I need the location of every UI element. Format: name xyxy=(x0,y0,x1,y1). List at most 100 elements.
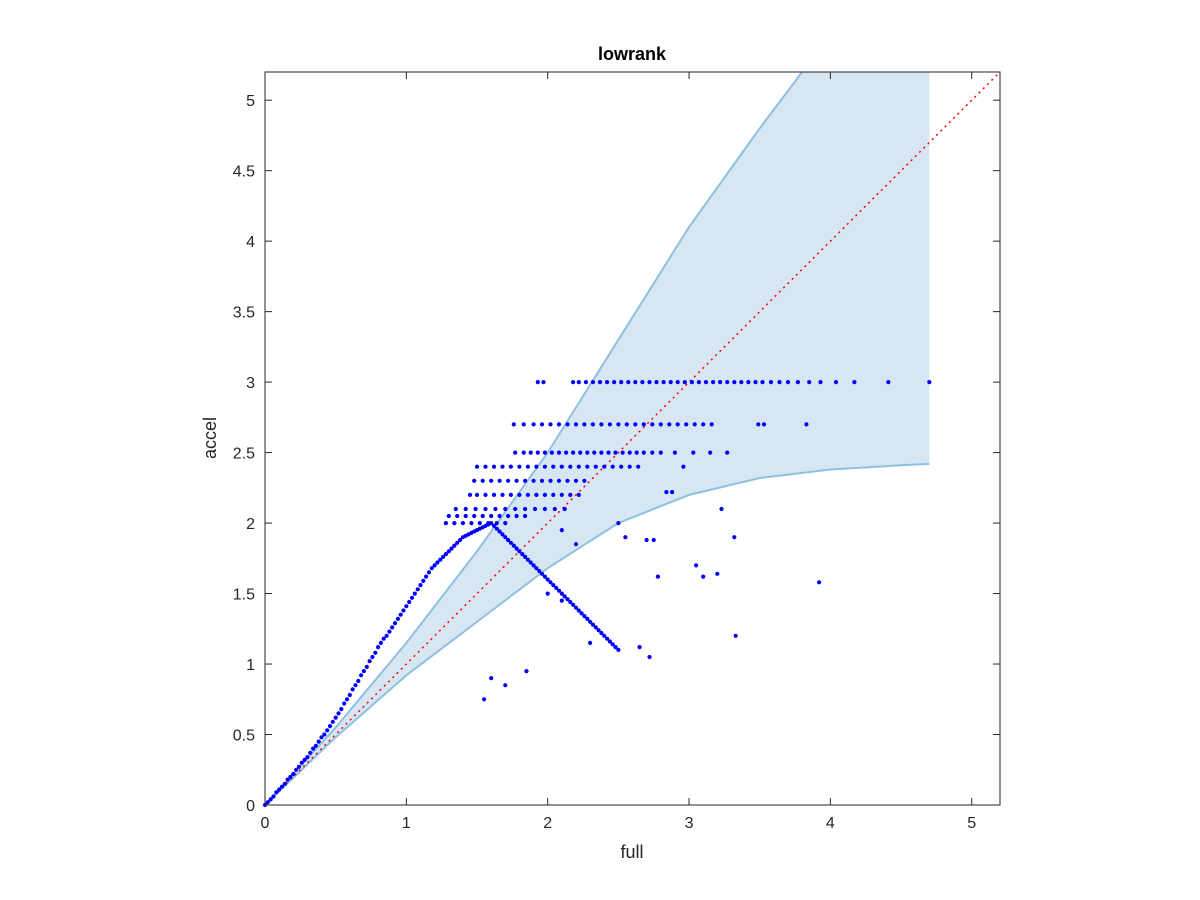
data-point xyxy=(817,580,822,585)
data-point xyxy=(325,728,330,733)
data-point xyxy=(564,450,569,455)
data-point xyxy=(605,380,610,385)
y-tick-label: 0 xyxy=(246,798,255,815)
data-point xyxy=(590,422,596,427)
data-point xyxy=(597,380,603,385)
data-point xyxy=(804,422,809,427)
data-point xyxy=(610,642,615,647)
data-point xyxy=(556,450,562,455)
data-point xyxy=(489,521,494,526)
data-point xyxy=(268,797,273,802)
data-point xyxy=(571,380,576,385)
data-point xyxy=(330,719,335,724)
data-point xyxy=(424,574,429,579)
data-point xyxy=(525,557,531,562)
data-point xyxy=(523,506,528,512)
data-point xyxy=(650,450,655,455)
data-point xyxy=(585,464,590,469)
data-point xyxy=(612,380,617,385)
data-point xyxy=(545,577,550,582)
data-point xyxy=(489,478,494,483)
data-point xyxy=(623,535,628,540)
axes-box xyxy=(264,71,1001,806)
data-point xyxy=(701,422,706,427)
data-point xyxy=(523,554,528,560)
data-point xyxy=(384,633,389,638)
data-point xyxy=(559,492,564,497)
data-point xyxy=(627,450,632,455)
data-point xyxy=(539,478,545,483)
confidence-band-fill xyxy=(265,72,930,805)
data-point xyxy=(296,764,301,770)
data-point xyxy=(753,380,758,385)
data-point xyxy=(732,380,737,385)
data-point xyxy=(458,537,463,543)
data-point xyxy=(556,422,562,427)
data-point xyxy=(641,422,646,427)
data-point xyxy=(559,528,564,533)
data-point xyxy=(647,654,652,660)
data-point xyxy=(271,794,276,799)
y-tick-label: 4 xyxy=(246,234,255,251)
data-point xyxy=(503,535,508,540)
data-point xyxy=(500,532,505,537)
data-point xyxy=(886,380,891,385)
data-point xyxy=(350,687,355,692)
data-point xyxy=(539,422,545,427)
data-point xyxy=(513,506,518,512)
data-point xyxy=(503,683,508,688)
data-point xyxy=(288,774,293,779)
data-point xyxy=(691,450,696,455)
y-tick-label: 2.5 xyxy=(233,446,255,463)
data-point xyxy=(795,380,801,385)
data-point xyxy=(592,450,597,455)
data-point xyxy=(576,608,581,613)
data-point xyxy=(463,513,468,519)
data-point xyxy=(483,492,488,497)
data-point xyxy=(364,664,369,670)
data-point xyxy=(503,506,508,512)
data-point xyxy=(517,464,522,469)
data-point xyxy=(559,598,564,603)
data-point xyxy=(407,599,412,605)
data-point xyxy=(378,640,383,646)
data-point xyxy=(549,450,555,455)
data-point xyxy=(455,540,460,545)
data-point xyxy=(528,450,533,455)
data-point xyxy=(532,506,538,512)
data-point xyxy=(637,645,642,650)
data-point xyxy=(473,506,478,512)
data-point xyxy=(535,380,540,385)
data-point xyxy=(521,422,526,427)
data-point xyxy=(333,715,338,720)
data-point xyxy=(542,464,548,469)
data-point xyxy=(610,464,615,469)
data-point xyxy=(701,574,706,579)
y-tick-label: 2 xyxy=(246,516,255,533)
data-point xyxy=(682,380,687,385)
data-point xyxy=(613,450,618,455)
plot-area: 0 1 2 3 4 5 0 0.5 1 1.5 2 2.5 3 3.5 4 4.5 5 xyxy=(233,71,1001,832)
data-point xyxy=(636,464,641,469)
data-point xyxy=(282,781,287,787)
data-point xyxy=(412,591,417,596)
data-point xyxy=(675,422,680,427)
data-point xyxy=(531,563,536,568)
data-point xyxy=(634,450,639,455)
data-point xyxy=(277,787,282,792)
data-point xyxy=(641,450,646,455)
data-point xyxy=(508,492,513,497)
data-point xyxy=(279,784,285,789)
data-point xyxy=(578,450,583,455)
data-point xyxy=(285,777,290,782)
x-tick-label: 0 xyxy=(261,815,270,832)
data-point xyxy=(694,563,699,568)
data-point xyxy=(708,450,713,455)
data-point xyxy=(497,478,502,483)
data-point xyxy=(274,790,279,795)
data-point xyxy=(588,619,593,624)
data-point xyxy=(409,595,415,600)
data-point xyxy=(605,636,610,641)
data-point xyxy=(562,594,567,599)
y-tick-label: 0.5 xyxy=(233,728,255,745)
